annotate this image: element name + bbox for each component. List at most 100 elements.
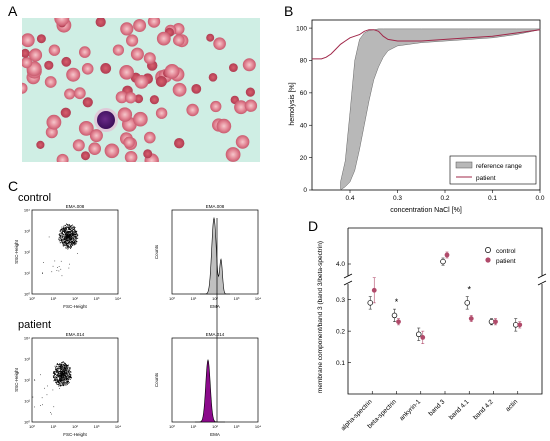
event-dot — [73, 229, 75, 231]
event-dot — [67, 232, 69, 233]
event-dot — [67, 379, 69, 381]
event-dot — [60, 235, 61, 237]
event-dot — [70, 371, 72, 373]
event-dot — [60, 235, 61, 237]
y-tick-label: 40 — [300, 122, 308, 129]
event-dot — [59, 385, 61, 387]
event-dot — [61, 235, 63, 236]
event-dot — [59, 373, 61, 375]
event-dot — [65, 376, 66, 378]
event-dot — [60, 381, 62, 383]
event-dot — [71, 245, 73, 246]
event-dot — [72, 234, 74, 236]
event-dot — [55, 367, 57, 369]
event-dot — [63, 366, 65, 368]
event-dot — [41, 397, 43, 399]
event-dot — [55, 368, 57, 370]
event-dot — [64, 365, 66, 367]
event-dot — [59, 376, 61, 377]
event-dot — [69, 372, 71, 374]
red-blood-cell — [123, 136, 135, 149]
event-dot — [68, 245, 69, 247]
event-dot — [65, 226, 67, 228]
event-dot — [64, 377, 65, 379]
event-dot — [73, 243, 75, 245]
event-dot — [73, 227, 75, 228]
event-dot — [70, 234, 72, 236]
event-dot — [54, 378, 55, 380]
event-dot — [72, 242, 74, 243]
red-blood-cell — [104, 143, 120, 159]
event-dot — [76, 235, 78, 236]
event-dot — [61, 230, 63, 232]
event-dot — [56, 370, 58, 371]
event-dot — [66, 240, 68, 241]
event-dot — [61, 364, 62, 365]
event-dot — [69, 247, 70, 248]
red-blood-cell — [143, 52, 156, 65]
event-dot — [69, 368, 71, 369]
event-dot — [76, 233, 78, 235]
event-dot — [72, 231, 73, 233]
event-dot — [59, 239, 61, 241]
event-dot — [70, 377, 72, 379]
event-dot — [57, 380, 58, 382]
control-point — [440, 258, 446, 265]
x-tick-label: 10¹ — [51, 424, 57, 429]
event-dot — [60, 379, 62, 380]
event-dot — [63, 382, 64, 384]
event-dot — [61, 237, 63, 239]
event-dot — [73, 242, 75, 244]
red-blood-cell — [174, 138, 185, 149]
event-dot — [66, 365, 68, 367]
event-dot — [61, 375, 62, 376]
event-dot — [65, 241, 66, 243]
event-dot — [59, 377, 61, 378]
event-dot — [57, 384, 59, 385]
event-dot — [67, 239, 69, 241]
event-dot — [74, 231, 76, 233]
event-dot — [69, 229, 71, 231]
event-dot — [71, 238, 73, 239]
event-dot — [70, 233, 71, 235]
control-point — [391, 312, 398, 319]
event-dot — [60, 365, 62, 366]
y-tick-label: 10⁰ — [24, 420, 30, 425]
event-dot — [74, 236, 76, 238]
event-dot — [68, 367, 70, 369]
event-dot — [65, 228, 67, 230]
event-dot — [66, 375, 68, 377]
event-dot — [60, 237, 61, 239]
event-dot — [77, 253, 78, 254]
patient-point — [396, 319, 401, 325]
event-dot — [75, 243, 77, 245]
event-dot — [59, 375, 60, 376]
event-dot — [51, 271, 53, 273]
membrane-component-chart: membrane component/band 3 (band 3/beta-s… — [317, 227, 547, 432]
event-dot — [75, 232, 76, 234]
event-dot — [65, 365, 67, 367]
event-dot — [66, 245, 68, 247]
red-blood-cell — [126, 34, 139, 47]
event-dot — [62, 233, 64, 235]
event-dot — [66, 238, 67, 239]
x-tick-label: 10³ — [234, 296, 240, 301]
event-dot — [63, 376, 65, 378]
event-dot — [55, 369, 56, 371]
event-dot — [75, 236, 76, 238]
event-dot — [64, 242, 66, 243]
event-dot — [61, 365, 63, 367]
event-dot — [64, 235, 66, 237]
event-dot — [61, 367, 63, 369]
red-blood-cell — [73, 87, 86, 100]
significance-marker: * — [467, 285, 471, 295]
event-dot — [63, 373, 64, 374]
event-dot — [67, 240, 69, 242]
event-dot — [63, 241, 65, 243]
event-dot — [60, 242, 62, 244]
red-blood-cell — [81, 63, 94, 75]
osmotic-fragility-chart: 0.4 0.3 0.2 0.1 0.0 0 20 40 60 80 100 concentrati… — [289, 19, 545, 214]
event-dot — [58, 366, 59, 368]
panel-letter-a: A — [8, 3, 18, 19]
event-dot — [64, 374, 66, 375]
